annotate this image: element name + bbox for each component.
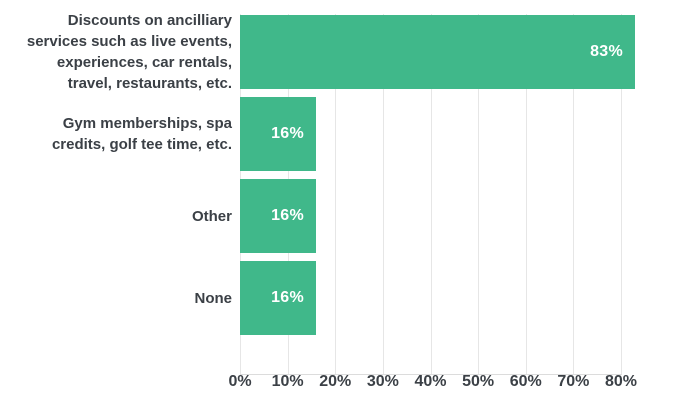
x-tick-label: 20% xyxy=(319,373,352,390)
bar: 16% xyxy=(240,179,316,253)
bar: 16% xyxy=(240,261,316,335)
x-tick-label: 70% xyxy=(557,373,590,390)
bar-value-label: 83% xyxy=(590,43,623,60)
category-label: Other xyxy=(18,179,232,253)
x-tick-label: 80% xyxy=(604,373,638,390)
x-tick-label: 60% xyxy=(509,373,542,390)
x-tick-label: 40% xyxy=(414,373,447,390)
category-label: None xyxy=(18,261,233,335)
x-tick-label: 0% xyxy=(228,373,252,390)
x-tick-label: 50% xyxy=(462,373,495,390)
bar-value-label: 16% xyxy=(271,289,304,306)
bar: 83% xyxy=(240,15,635,89)
gridline xyxy=(621,14,622,375)
gridline xyxy=(335,14,337,375)
bar: 16% xyxy=(240,97,316,171)
gridline xyxy=(430,14,432,375)
category-label-text: None xyxy=(194,289,233,307)
x-tick-label: 10% xyxy=(271,373,304,390)
category-label-text: Gym memberships, spa credits, golf tee t… xyxy=(51,115,232,153)
gridline xyxy=(478,14,480,375)
category-label-text: Discounts on ancilliary services such as… xyxy=(26,12,232,92)
gridline xyxy=(382,14,384,375)
category-label: Gym memberships, spa credits, golf tee t… xyxy=(18,97,232,171)
gridline xyxy=(525,14,527,375)
bar-value-label: 16% xyxy=(271,207,304,224)
x-axis-line xyxy=(240,374,622,375)
x-tick-label: 30% xyxy=(366,373,399,390)
gridline xyxy=(573,14,575,375)
bar-value-label: 16% xyxy=(271,125,304,142)
category-label: Discounts on ancilliary services such as… xyxy=(18,12,232,92)
category-label-text: Other xyxy=(191,207,232,225)
